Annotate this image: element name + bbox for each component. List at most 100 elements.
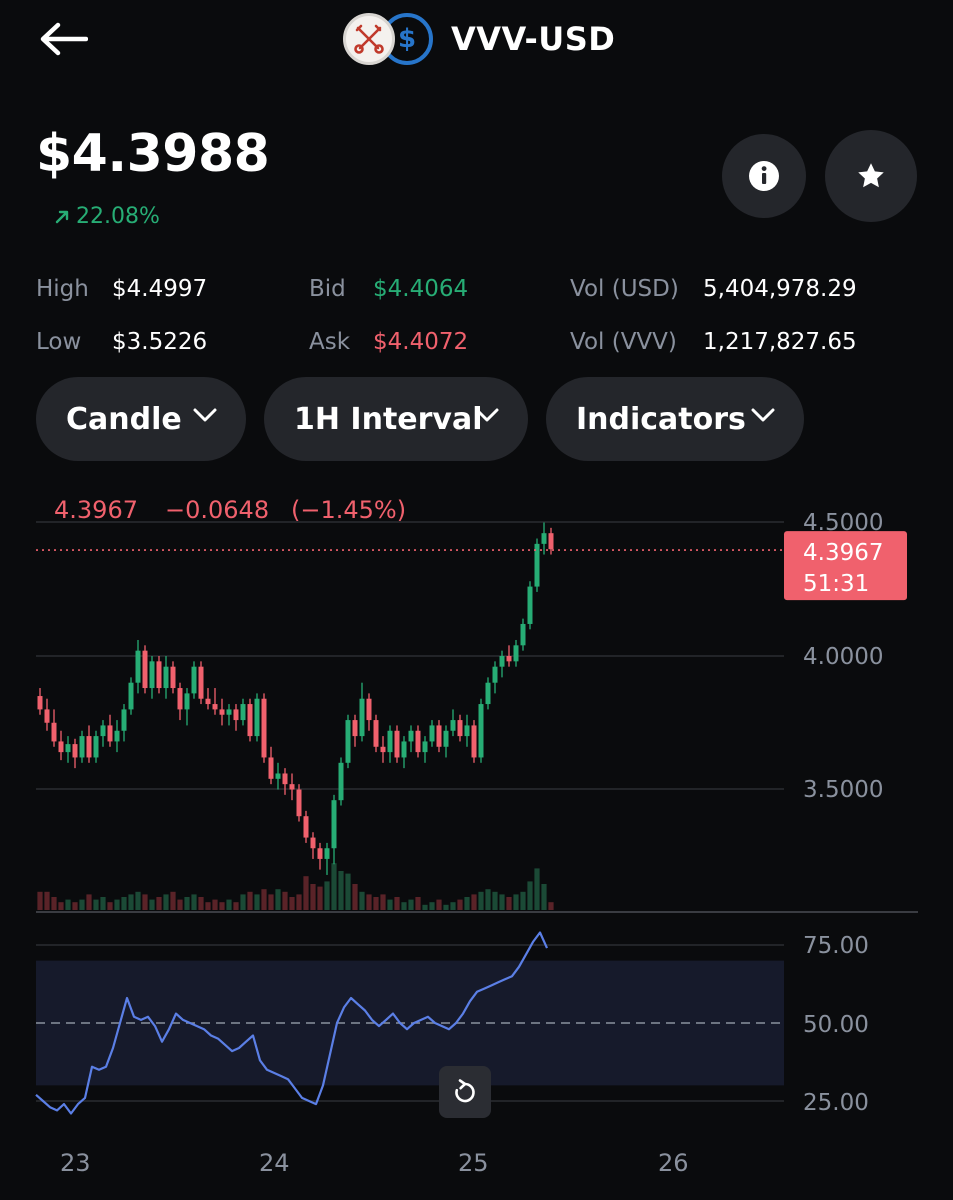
volume-bar — [506, 897, 512, 910]
back-button[interactable] — [36, 16, 90, 62]
candle-body — [79, 736, 85, 758]
volume-bar — [233, 902, 239, 910]
volume-bar — [527, 881, 533, 910]
volume-bars — [37, 863, 554, 910]
high-label: High — [36, 276, 89, 302]
candle-body — [44, 709, 50, 723]
volume-bar — [548, 902, 554, 910]
candle-body — [541, 533, 547, 544]
volume-bar — [408, 899, 414, 910]
low-label: Low — [36, 329, 82, 355]
candle-body — [394, 730, 400, 758]
volume-bar — [100, 897, 106, 910]
candle-body — [457, 720, 463, 737]
last-price-tag-price: 4.3967 — [803, 540, 883, 566]
candle-body — [191, 666, 197, 694]
candle-body — [254, 698, 260, 737]
bid-value: $4.4064 — [373, 276, 469, 302]
watchlist-star-button[interactable] — [825, 130, 917, 222]
indicators-dropdown[interactable]: Indicators — [546, 377, 804, 461]
volume-bar — [72, 902, 78, 910]
volume-bar — [191, 894, 197, 910]
candle-body — [226, 709, 232, 715]
volume-bar — [198, 897, 204, 910]
candle-body — [289, 784, 295, 790]
volume-bar — [317, 886, 323, 910]
candle-body — [93, 736, 99, 758]
candle-body — [387, 730, 393, 753]
reset-zoom-button[interactable] — [439, 1066, 491, 1118]
volume-bar — [366, 894, 372, 910]
star-icon — [858, 163, 884, 188]
candle-body — [163, 666, 169, 689]
volume-bar — [212, 899, 218, 910]
volume-bar — [58, 902, 64, 910]
volume-bar — [226, 899, 232, 910]
volume-bar — [296, 894, 302, 910]
price-change-value: 22.08% — [76, 204, 160, 229]
ohlc-change: −0.0648 — [165, 496, 269, 524]
candle-body — [534, 543, 540, 587]
volume-bar — [51, 897, 57, 910]
candle-body — [170, 666, 176, 689]
volume-bar — [401, 902, 407, 910]
candle-body — [177, 688, 183, 710]
rsi-axis-label: 75.00 — [803, 933, 869, 959]
volume-bar — [247, 891, 253, 910]
candle-body — [464, 725, 470, 737]
candle-body — [450, 720, 456, 731]
candle-body — [436, 725, 442, 747]
candle-body — [275, 773, 281, 779]
ohlc-close: 4.3967 — [54, 496, 138, 524]
candle-body — [219, 709, 225, 715]
price-axis-label: 3.5000 — [803, 777, 883, 803]
volume-bar — [142, 894, 148, 910]
candle-body — [317, 848, 323, 859]
candle-body — [520, 623, 526, 646]
volume-bar — [541, 884, 547, 910]
candle-body — [366, 698, 372, 721]
volume-bar — [310, 884, 316, 910]
chart-type-dropdown[interactable]: Candle — [36, 377, 246, 461]
candle-body — [65, 744, 71, 753]
candle-body — [380, 746, 386, 753]
candle-body — [513, 645, 519, 662]
volume-bar — [534, 868, 540, 910]
market-stats: High $4.4997 Low $3.5226 Bid $4.4064 Ask… — [0, 270, 953, 370]
volume-bar — [261, 889, 267, 910]
volume-bar — [177, 899, 183, 910]
candle-body — [100, 725, 106, 737]
volume-bar — [303, 876, 309, 910]
volume-bar — [436, 899, 442, 910]
chevron-down-icon — [475, 408, 499, 422]
bid-label: Bid — [309, 276, 346, 302]
price-chart[interactable]: 4.3967 −0.0648 (−1.45%) 4.5000 4.0000 3.… — [0, 480, 953, 1200]
last-price-tag: 4.3967 51:31 — [784, 531, 907, 601]
volume-bar — [499, 894, 505, 910]
candle-body — [135, 650, 141, 683]
volume-bar — [86, 894, 92, 910]
candle-body — [310, 837, 316, 849]
candle-body — [443, 730, 449, 747]
volume-bar — [107, 902, 113, 910]
candle-body — [184, 693, 190, 710]
volume-bar — [289, 897, 295, 910]
rsi-line — [35, 931, 549, 1115]
reset-icon — [455, 1079, 475, 1103]
vvv-logo-icon — [343, 13, 395, 65]
volume-bar — [219, 902, 225, 910]
chart-canvas[interactable]: 4.3967 −0.0648 (−1.45%) 4.5000 4.0000 3.… — [0, 480, 953, 1200]
vol-vvv-value: 1,217,827.65 — [703, 329, 857, 355]
chart-type-label: Candle — [66, 401, 182, 437]
volume-bar — [331, 863, 337, 910]
volume-bar — [485, 889, 491, 910]
ask-value: $4.4072 — [373, 329, 469, 355]
volume-bar — [359, 891, 365, 910]
volume-bar — [128, 894, 134, 910]
candle-body — [205, 698, 211, 705]
candle-body — [485, 682, 491, 705]
candle-body — [415, 730, 421, 753]
volume-bar — [338, 871, 344, 910]
interval-dropdown[interactable]: 1H Interval — [264, 377, 528, 461]
info-button[interactable] — [722, 134, 806, 218]
